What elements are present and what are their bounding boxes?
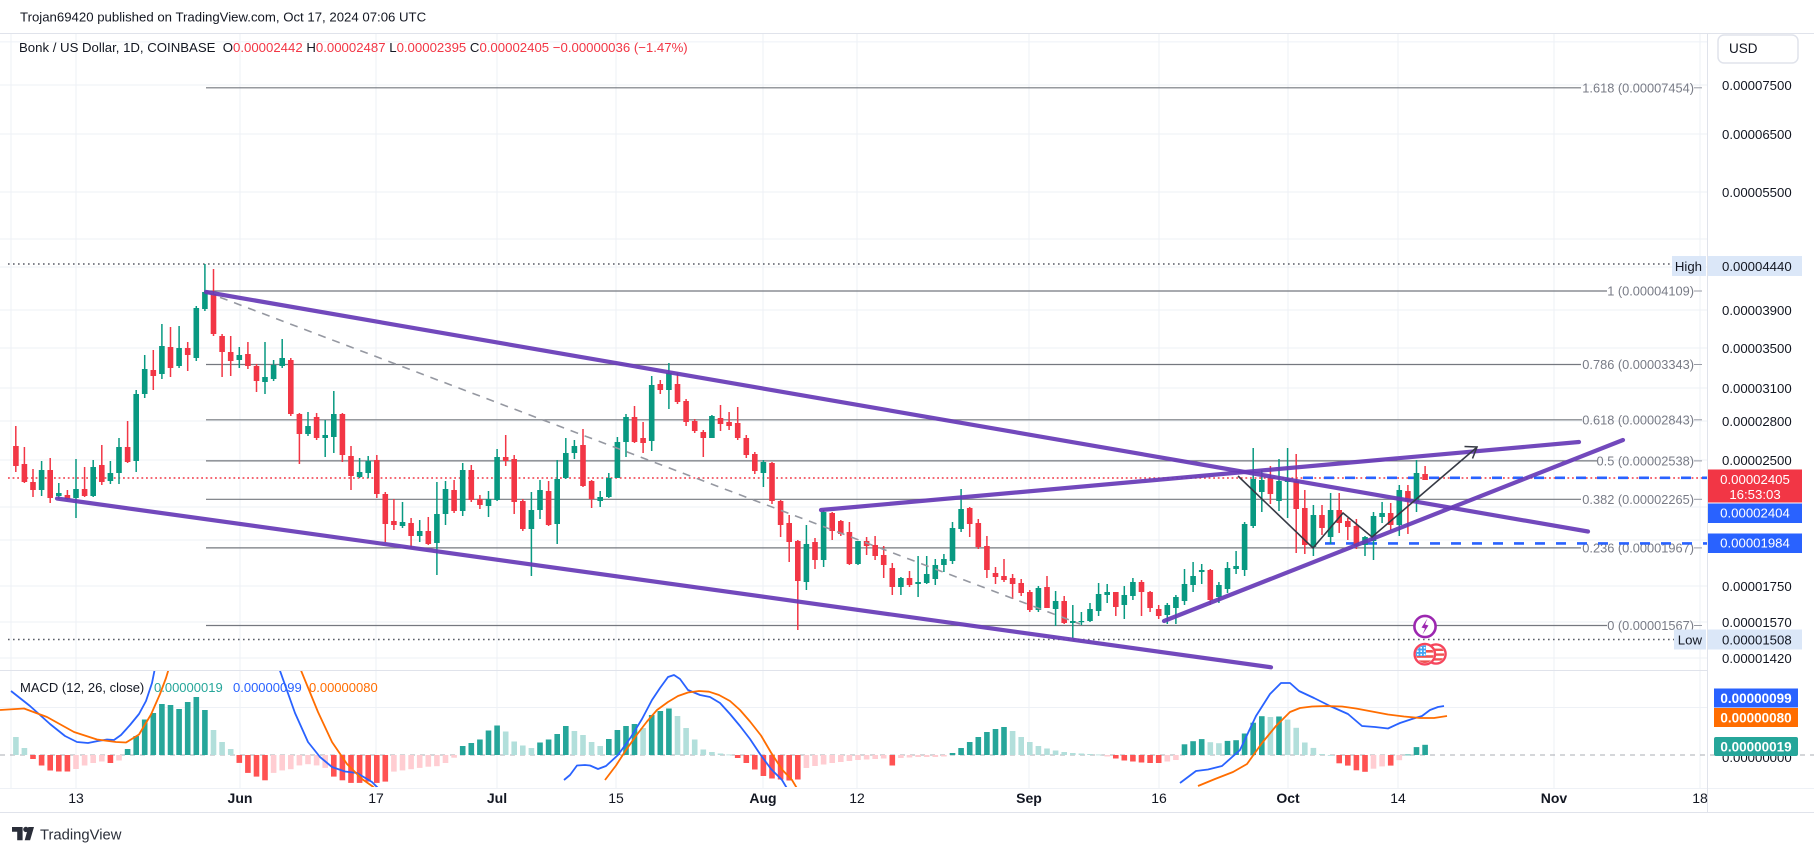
- svg-text:0.00001984: 0.00001984: [1720, 536, 1790, 551]
- svg-text:0.00000099: 0.00000099: [1720, 691, 1791, 706]
- svg-text:0.00000019: 0.00000019: [154, 680, 223, 695]
- svg-text:0.00003900: 0.00003900: [1722, 303, 1792, 318]
- svg-text:0.00001570: 0.00001570: [1722, 615, 1792, 630]
- svg-text:17: 17: [368, 790, 384, 806]
- svg-text:1 (0.00004109): 1 (0.00004109): [1607, 284, 1694, 299]
- svg-text:0.00004440: 0.00004440: [1722, 259, 1792, 274]
- svg-text:USD: USD: [1729, 41, 1758, 56]
- svg-text:0.00003100: 0.00003100: [1722, 381, 1792, 396]
- svg-text:0.00003500: 0.00003500: [1722, 341, 1792, 356]
- svg-text:0.00002405: 0.00002405: [1720, 472, 1790, 487]
- svg-text:1.618 (0.00007454): 1.618 (0.00007454): [1582, 80, 1694, 95]
- svg-text:0.382 (0.00002265): 0.382 (0.00002265): [1582, 492, 1694, 507]
- svg-text:0.00001750: 0.00001750: [1722, 579, 1792, 594]
- svg-text:0.00000080: 0.00000080: [309, 680, 378, 695]
- svg-text:0 (0.00001567): 0 (0.00001567): [1607, 618, 1694, 633]
- svg-text:18: 18: [1692, 790, 1708, 806]
- svg-text:Jul: Jul: [487, 790, 507, 806]
- svg-text:Oct: Oct: [1276, 790, 1300, 806]
- svg-text:0.00002404: 0.00002404: [1720, 506, 1790, 521]
- svg-text:0.00005500: 0.00005500: [1722, 185, 1792, 200]
- svg-text:12: 12: [849, 790, 865, 806]
- svg-text:Low: Low: [1678, 633, 1703, 648]
- svg-text:16:53:03: 16:53:03: [1729, 487, 1780, 502]
- svg-text:0.00001420: 0.00001420: [1722, 651, 1792, 666]
- svg-text:0.5 (0.00002538): 0.5 (0.00002538): [1597, 453, 1694, 468]
- svg-text:0.00002500: 0.00002500: [1722, 453, 1792, 468]
- svg-text:MACD (12, 26, close): MACD (12, 26, close): [20, 680, 144, 695]
- svg-text:0.786 (0.00003343): 0.786 (0.00003343): [1582, 357, 1694, 372]
- svg-text:14: 14: [1390, 790, 1406, 806]
- svg-text:Aug: Aug: [749, 790, 776, 806]
- svg-text:16: 16: [1151, 790, 1167, 806]
- svg-text:0.00007500: 0.00007500: [1722, 78, 1792, 93]
- svg-text:Trojan69420 published on Tradi: Trojan69420 published on TradingView.com…: [20, 10, 427, 25]
- svg-text:0.00001508: 0.00001508: [1722, 633, 1792, 648]
- svg-text:Bonk / US Dollar, 1D, COINBASE: Bonk / US Dollar, 1D, COINBASE O0.000024…: [19, 40, 688, 55]
- svg-text:0.00000099: 0.00000099: [233, 680, 302, 695]
- svg-text:15: 15: [608, 790, 624, 806]
- svg-text:0.00000019: 0.00000019: [1720, 740, 1791, 755]
- svg-text:Nov: Nov: [1541, 790, 1568, 806]
- svg-text:0.00006500: 0.00006500: [1722, 127, 1792, 142]
- svg-text:High: High: [1675, 259, 1702, 274]
- svg-text:0.618 (0.00002843): 0.618 (0.00002843): [1582, 412, 1694, 427]
- svg-text:0.00002800: 0.00002800: [1722, 414, 1792, 429]
- svg-text:13: 13: [68, 790, 84, 806]
- svg-text:0.00000080: 0.00000080: [1720, 711, 1791, 726]
- svg-text:Jun: Jun: [228, 790, 253, 806]
- svg-text:TradingView: TradingView: [40, 828, 122, 844]
- svg-text:Sep: Sep: [1016, 790, 1042, 806]
